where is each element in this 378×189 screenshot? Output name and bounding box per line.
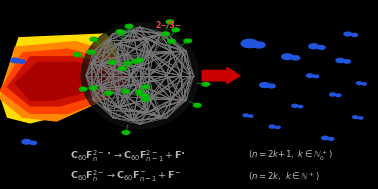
Circle shape: [344, 32, 352, 36]
Circle shape: [241, 39, 258, 48]
Circle shape: [328, 138, 334, 140]
Circle shape: [108, 60, 116, 64]
Circle shape: [90, 37, 98, 41]
Circle shape: [268, 84, 275, 88]
Circle shape: [362, 83, 366, 85]
Circle shape: [352, 33, 358, 36]
Circle shape: [142, 97, 149, 101]
Circle shape: [194, 103, 201, 107]
Circle shape: [11, 58, 20, 63]
Circle shape: [116, 30, 124, 34]
Polygon shape: [15, 62, 121, 100]
Circle shape: [74, 53, 81, 57]
Circle shape: [253, 42, 265, 48]
Circle shape: [358, 117, 363, 119]
Circle shape: [19, 60, 25, 63]
Circle shape: [322, 136, 328, 140]
Circle shape: [132, 60, 139, 63]
Circle shape: [336, 94, 341, 97]
Circle shape: [269, 125, 275, 128]
Text: 2−/3−: 2−/3−: [155, 20, 181, 29]
Ellipse shape: [81, 23, 198, 129]
Circle shape: [307, 74, 313, 77]
Polygon shape: [0, 49, 129, 113]
Circle shape: [124, 61, 131, 65]
Circle shape: [168, 39, 175, 43]
Circle shape: [202, 82, 209, 86]
Circle shape: [30, 141, 37, 145]
Circle shape: [122, 131, 130, 134]
Circle shape: [318, 46, 325, 49]
Circle shape: [330, 93, 336, 96]
Polygon shape: [8, 57, 129, 106]
Circle shape: [172, 28, 180, 32]
Circle shape: [87, 50, 94, 54]
Text: $(n = 2k,\ k \in \mathbb{N}^+)$: $(n = 2k,\ k \in \mathbb{N}^+)$: [248, 170, 320, 183]
Circle shape: [248, 115, 253, 117]
Circle shape: [162, 32, 169, 36]
Circle shape: [125, 24, 133, 28]
Circle shape: [136, 58, 143, 62]
Circle shape: [292, 104, 298, 107]
Circle shape: [136, 90, 143, 94]
Circle shape: [122, 89, 130, 93]
Text: $\mathbf{C}_{60}\mathbf{F}_n^{2-\bullet} \rightarrow \mathbf{C}_{60}\mathbf{F}_{: $\mathbf{C}_{60}\mathbf{F}_n^{2-\bullet}…: [70, 148, 186, 163]
Circle shape: [298, 105, 303, 108]
Circle shape: [353, 116, 358, 119]
Circle shape: [291, 56, 300, 60]
Circle shape: [119, 67, 126, 70]
Circle shape: [90, 86, 97, 90]
Circle shape: [136, 91, 144, 95]
Circle shape: [105, 91, 112, 95]
Circle shape: [356, 82, 362, 84]
Circle shape: [79, 87, 87, 91]
Circle shape: [243, 114, 248, 117]
Circle shape: [22, 139, 31, 144]
Polygon shape: [0, 34, 121, 123]
FancyArrow shape: [202, 68, 240, 84]
Circle shape: [184, 39, 192, 43]
Text: $(n = 2k{+}1,\ k \in \mathbb{N}_0^+)$: $(n = 2k{+}1,\ k \in \mathbb{N}_0^+)$: [248, 149, 332, 163]
Polygon shape: [0, 42, 121, 121]
Circle shape: [117, 30, 125, 34]
Text: $\mathbf{C}_{60}\mathbf{F}_n^{2-} \rightarrow \mathbf{C}_{60}\mathbf{F}_{n-1}^{-: $\mathbf{C}_{60}\mathbf{F}_n^{2-} \right…: [70, 169, 181, 184]
Circle shape: [166, 20, 174, 24]
Circle shape: [336, 58, 344, 63]
Circle shape: [142, 94, 149, 98]
Circle shape: [276, 126, 280, 129]
Circle shape: [309, 44, 319, 49]
Circle shape: [344, 60, 350, 63]
Circle shape: [142, 85, 150, 89]
Circle shape: [260, 83, 270, 88]
Circle shape: [313, 75, 319, 78]
Circle shape: [282, 54, 293, 60]
